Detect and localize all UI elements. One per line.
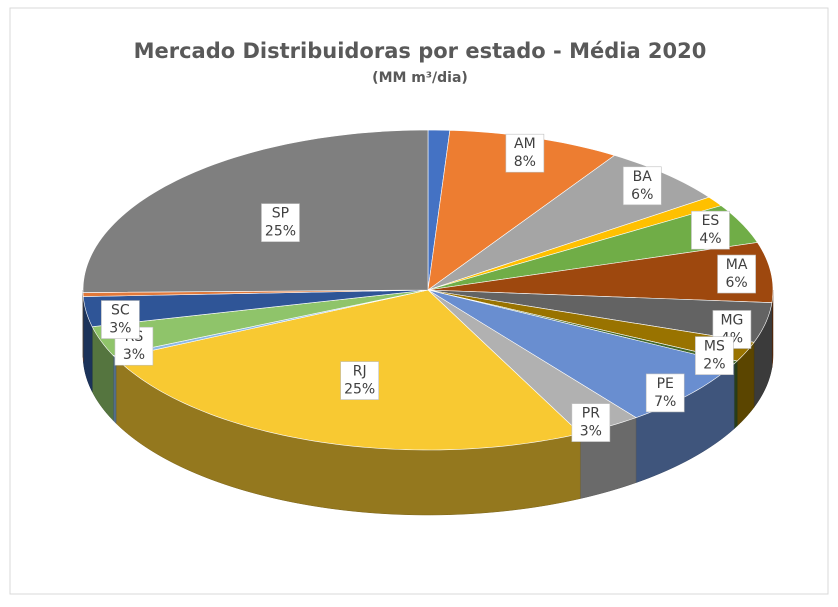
slice-value-label: 25% [265, 224, 296, 240]
slice-value-label: 7% [654, 394, 676, 410]
slice-value-label: 4% [699, 231, 721, 247]
slice-value-label: 3% [123, 347, 145, 363]
slice-label: RJ [353, 364, 367, 380]
slice-side [734, 361, 737, 429]
slice-value-label: 3% [580, 424, 602, 440]
slice-value-label: 3% [109, 321, 131, 337]
slice-value-label: 25% [344, 382, 375, 398]
chart-subtitle: (MM m³/dia) [372, 70, 468, 86]
slice-side [113, 356, 116, 424]
slice-label: BA [633, 169, 653, 185]
slice-label: PE [657, 376, 674, 392]
slice-label: MG [720, 312, 743, 328]
slice-label: SC [111, 303, 130, 319]
slice-value-label: 6% [725, 275, 747, 291]
slice-label: MS [704, 339, 725, 355]
slice-label: SP [272, 206, 289, 222]
chart-title: Mercado Distribuidoras por estado - Médi… [134, 39, 707, 63]
slice-label: PR [582, 406, 600, 422]
slice-value-label: 6% [631, 187, 653, 203]
slice-label: MA [726, 257, 748, 273]
slice-value-label: 2% [703, 357, 725, 373]
slice-value-label: 8% [514, 154, 536, 170]
slice-label: AM [514, 136, 536, 152]
slice-label: ES [702, 213, 720, 229]
